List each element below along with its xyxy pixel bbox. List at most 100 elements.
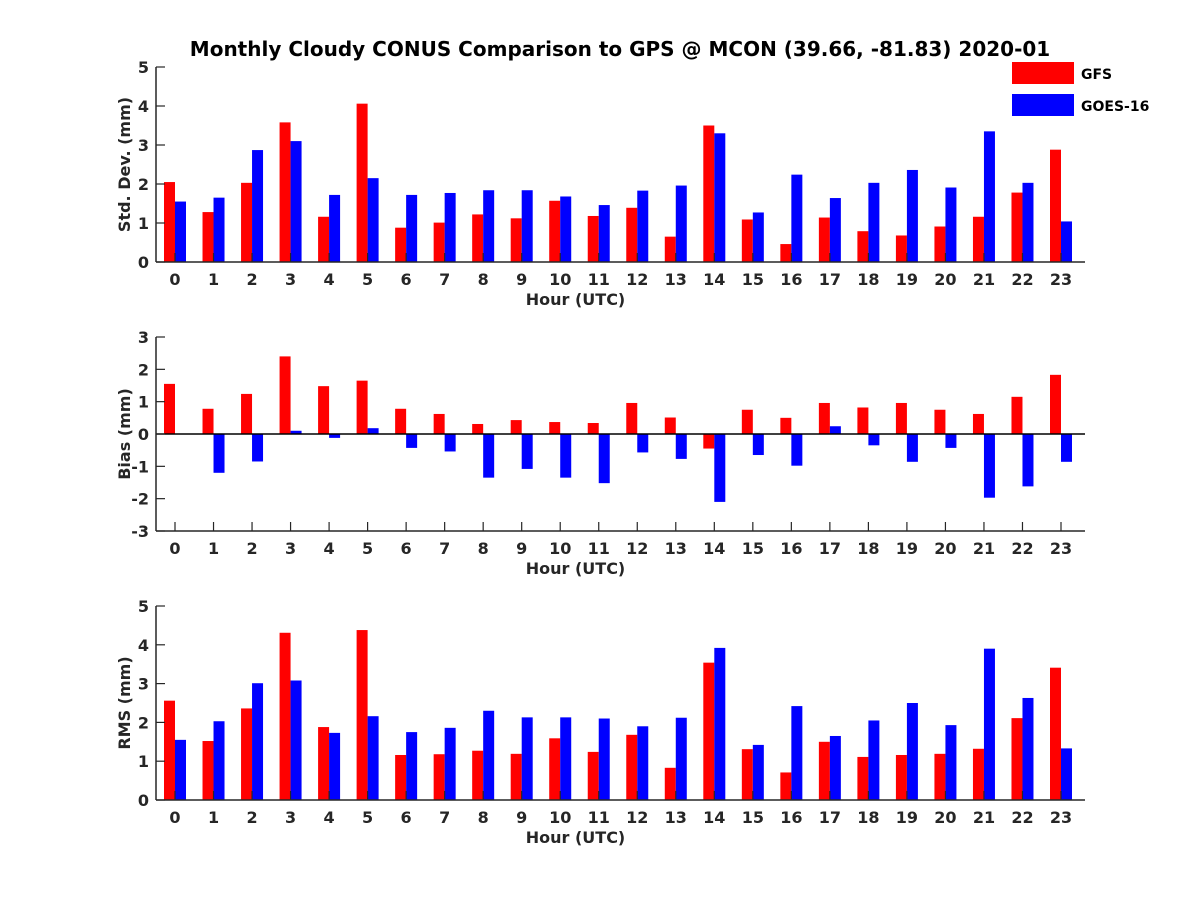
legend-label-goes-16: GOES-16 xyxy=(1081,99,1149,115)
bar-goes-16-18 xyxy=(868,182,880,262)
bar-gfs-1 xyxy=(202,408,214,434)
bar-goes-16-5 xyxy=(367,716,379,800)
bar-goes-16-0 xyxy=(175,201,186,262)
bar-gfs-22 xyxy=(1011,396,1023,434)
x-tick-label: 17 xyxy=(819,539,841,558)
bar-gfs-19 xyxy=(895,235,907,262)
y-axis-label: Std. Dev. (mm) xyxy=(115,97,134,232)
bar-gfs-23 xyxy=(1050,667,1061,800)
bar-gfs-4 xyxy=(318,386,330,434)
bar-goes-16-1 xyxy=(213,197,225,262)
bar-gfs-3 xyxy=(279,356,291,434)
bar-goes-16-13 xyxy=(675,185,687,262)
x-tick-label: 6 xyxy=(401,808,412,827)
bar-gfs-19 xyxy=(895,754,907,800)
bar-gfs-11 xyxy=(587,751,599,800)
bar-gfs-17 xyxy=(818,217,830,262)
bar-gfs-11 xyxy=(587,215,599,262)
x-tick-label: 16 xyxy=(780,808,802,827)
x-tick-label: 20 xyxy=(934,539,956,558)
bar-goes-16-17 xyxy=(829,735,841,800)
y-tick-label: 4 xyxy=(138,97,149,116)
bar-goes-16-5 xyxy=(367,178,379,262)
x-tick-label: 0 xyxy=(169,270,180,289)
bar-goes-16-15 xyxy=(752,212,764,262)
bar-goes-16-9 xyxy=(521,190,533,262)
bar-gfs-12 xyxy=(626,207,638,262)
y-tick-label: 4 xyxy=(138,636,149,655)
legend-label-gfs: GFS xyxy=(1081,67,1112,83)
x-tick-label: 20 xyxy=(934,270,956,289)
bar-goes-16-10 xyxy=(560,717,572,800)
bar-goes-16-6 xyxy=(406,732,418,800)
bar-gfs-5 xyxy=(356,630,368,800)
bar-gfs-4 xyxy=(318,727,330,800)
bar-goes-16-0 xyxy=(175,739,186,800)
bar-gfs-2 xyxy=(241,182,253,262)
bar-gfs-9 xyxy=(510,420,522,434)
bar-goes-16-4 xyxy=(329,732,341,800)
bar-gfs-6 xyxy=(395,408,407,434)
x-tick-label: 17 xyxy=(819,808,841,827)
bar-gfs-1 xyxy=(202,212,214,262)
x-tick-label: 13 xyxy=(665,539,687,558)
x-tick-label: 21 xyxy=(973,270,995,289)
bar-gfs-15 xyxy=(741,219,753,262)
bar-goes-16-13 xyxy=(675,434,687,459)
bar-gfs-20 xyxy=(934,409,946,434)
bar-goes-16-22 xyxy=(1022,434,1034,487)
bar-goes-16-12 xyxy=(637,434,649,453)
y-tick-label: -3 xyxy=(131,522,149,541)
bar-goes-16-18 xyxy=(868,434,880,446)
x-tick-label: 6 xyxy=(401,270,412,289)
x-tick-label: 10 xyxy=(549,539,571,558)
x-tick-label: 4 xyxy=(324,808,335,827)
bar-goes-16-8 xyxy=(483,190,495,262)
y-tick-label: 1 xyxy=(138,752,149,771)
bar-goes-16-21 xyxy=(983,434,995,498)
x-tick-label: 5 xyxy=(362,270,373,289)
x-tick-label: 8 xyxy=(478,270,489,289)
bar-goes-16-9 xyxy=(521,434,533,469)
x-tick-label: 11 xyxy=(588,539,610,558)
y-tick-label: -2 xyxy=(131,490,149,509)
x-tick-label: 7 xyxy=(439,270,450,289)
bar-goes-16-20 xyxy=(945,187,957,262)
x-tick-label: 12 xyxy=(626,808,648,827)
bar-gfs-7 xyxy=(433,754,445,800)
bar-goes-16-8 xyxy=(483,710,495,800)
bar-gfs-10 xyxy=(549,738,561,800)
bar-gfs-16 xyxy=(780,244,792,262)
bar-gfs-14 xyxy=(703,434,715,449)
bar-goes-16-4 xyxy=(329,434,341,438)
bar-goes-16-1 xyxy=(213,434,225,473)
x-tick-label: 10 xyxy=(549,270,571,289)
bar-gfs-8 xyxy=(472,214,484,262)
bar-gfs-2 xyxy=(241,393,253,434)
x-tick-label: 2 xyxy=(246,539,257,558)
bar-goes-16-19 xyxy=(906,703,918,800)
bar-goes-16-19 xyxy=(906,434,918,462)
bar-gfs-16 xyxy=(780,772,792,800)
bar-goes-16-11 xyxy=(598,718,610,800)
x-tick-label: 1 xyxy=(208,808,219,827)
x-tick-label: 18 xyxy=(857,808,879,827)
x-tick-label: 3 xyxy=(285,539,296,558)
bar-goes-16-14 xyxy=(714,647,726,800)
y-tick-label: 3 xyxy=(138,328,149,347)
bar-gfs-23 xyxy=(1050,374,1061,434)
bar-gfs-7 xyxy=(433,222,445,262)
y-tick-label: 3 xyxy=(138,675,149,694)
bar-gfs-9 xyxy=(510,753,522,800)
bar-goes-16-16 xyxy=(791,174,803,262)
bar-gfs-18 xyxy=(857,756,869,800)
chart-title: Monthly Cloudy CONUS Comparison to GPS @… xyxy=(190,37,1050,61)
bar-gfs-13 xyxy=(664,417,676,434)
bar-gfs-1 xyxy=(202,741,214,800)
x-tick-label: 12 xyxy=(626,539,648,558)
x-tick-label: 11 xyxy=(588,808,610,827)
y-tick-label: 5 xyxy=(138,58,149,77)
y-tick-label: 0 xyxy=(138,791,149,810)
x-tick-label: 9 xyxy=(516,808,527,827)
